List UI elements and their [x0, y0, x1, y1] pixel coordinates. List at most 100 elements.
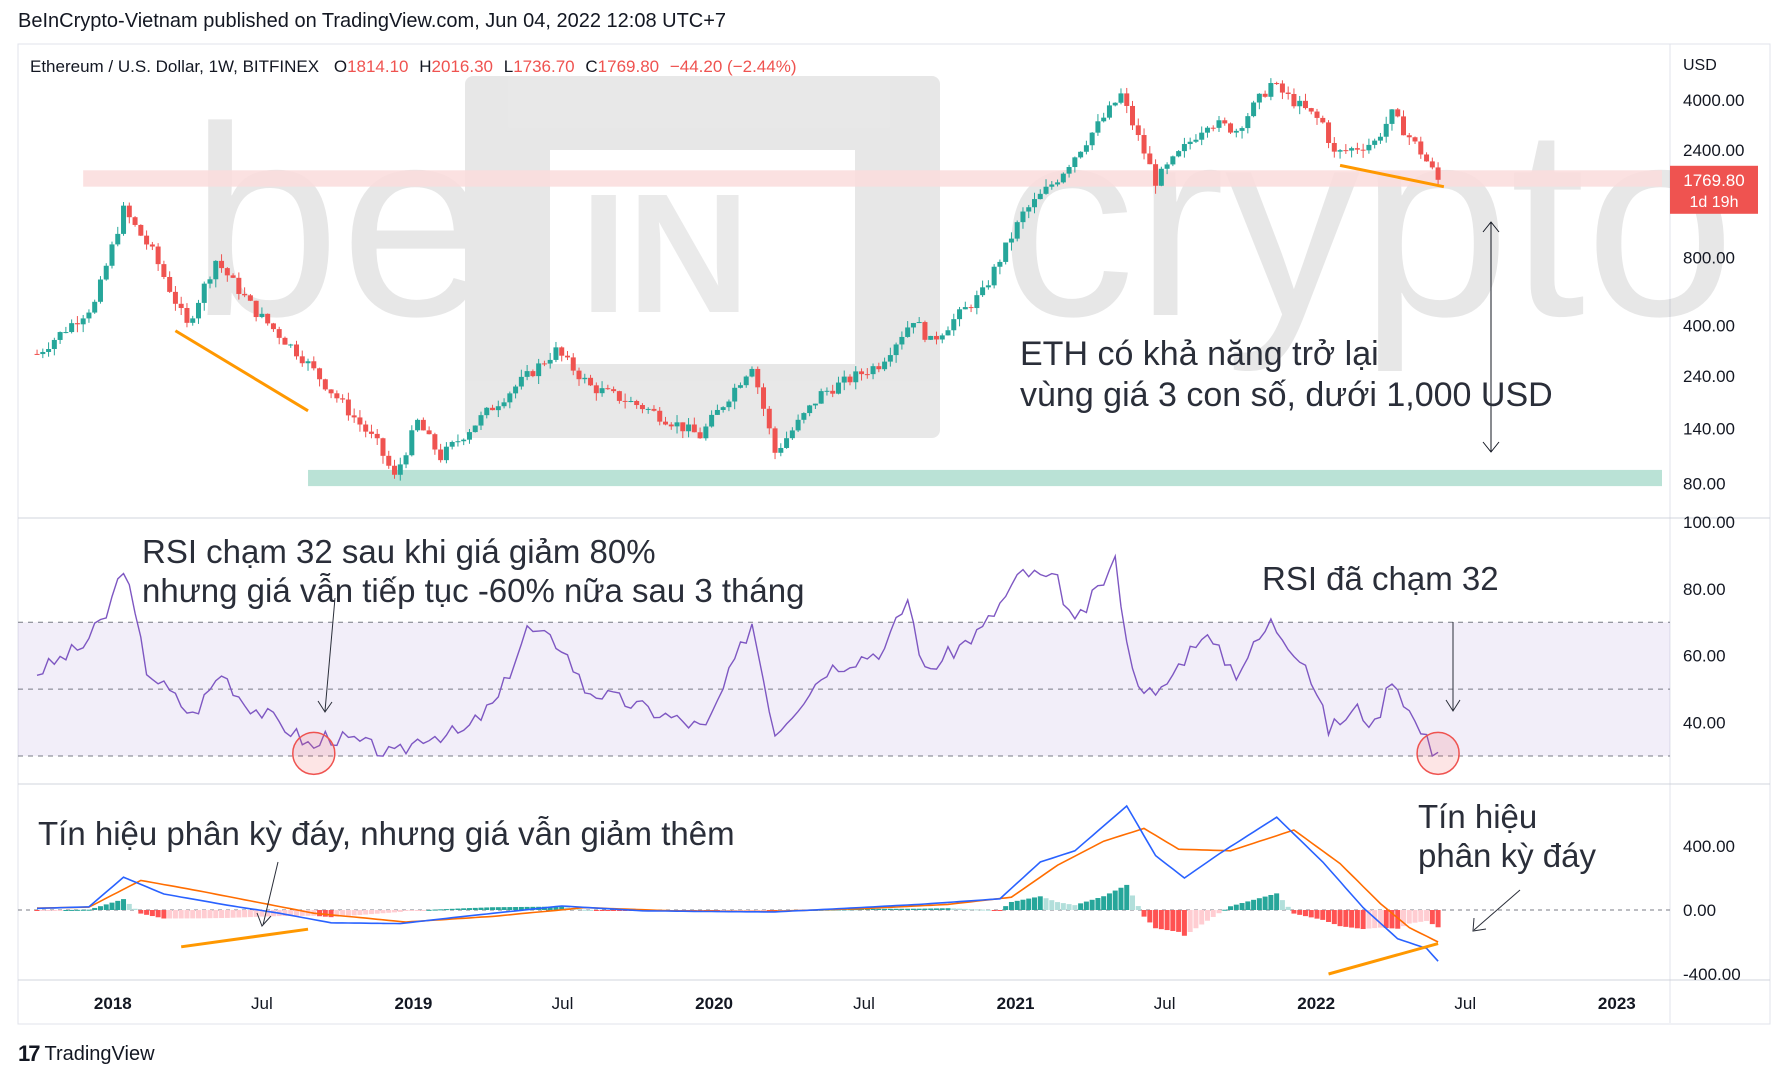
candle-body	[201, 283, 207, 303]
candle-body	[1158, 168, 1164, 186]
candle-body	[945, 330, 951, 336]
candle-body	[899, 336, 905, 345]
candle-body	[622, 400, 628, 402]
candle-body	[864, 374, 870, 376]
macd-bar	[1095, 898, 1101, 910]
macd-bar	[426, 909, 432, 911]
macd-bar	[1366, 910, 1372, 929]
candle-body	[270, 323, 276, 330]
candle-body	[870, 366, 876, 375]
macd-tick-label: 400.00	[1683, 837, 1735, 856]
candle-body	[1147, 153, 1153, 165]
macd-bar	[1204, 910, 1210, 921]
macd-annotation-1-line-1: phân kỳ đáy	[1418, 837, 1596, 874]
rsi-circle-1	[1416, 731, 1460, 776]
candle-body	[132, 217, 138, 225]
macd-bar	[270, 910, 276, 917]
candle-body	[1291, 93, 1297, 107]
candle-body	[801, 413, 807, 420]
open-value: 1814.10	[347, 57, 409, 76]
last-price-value: 1769.80	[1683, 171, 1744, 190]
macd-bar	[968, 909, 974, 911]
macd-bar	[121, 899, 127, 910]
macd-bar	[1274, 893, 1280, 910]
candle-body	[1170, 156, 1176, 165]
candle-body	[761, 387, 767, 409]
macd-bar	[916, 908, 922, 910]
macd-bar	[1349, 910, 1355, 928]
price-candles	[34, 78, 1441, 481]
candle-body	[732, 387, 738, 402]
macd-bar	[1066, 904, 1072, 910]
macd-bar	[1101, 896, 1107, 910]
macd-bar	[1424, 910, 1430, 921]
candle-body	[962, 307, 968, 310]
macd-bar	[1112, 890, 1118, 910]
rsi-circle-0	[292, 731, 336, 776]
candle-body	[167, 276, 173, 292]
candle-body	[478, 415, 484, 426]
macd-bar	[207, 910, 213, 919]
macd-bar	[80, 909, 86, 911]
candle-body	[1222, 120, 1228, 124]
candle-body	[276, 329, 282, 338]
macd-arrow-1	[1473, 889, 1521, 931]
candle-body	[651, 408, 657, 411]
macd-bar	[1164, 910, 1170, 931]
candle-body	[847, 376, 853, 383]
macd-bar	[611, 910, 617, 911]
price-trendline-1	[1339, 163, 1445, 189]
candle-body	[541, 363, 547, 365]
candle-body	[115, 233, 121, 245]
candle-body	[668, 424, 674, 427]
price-tick-label: 4000.00	[1683, 91, 1744, 110]
macd-bar	[392, 910, 398, 913]
candle-body	[957, 309, 963, 320]
macd-bar	[524, 906, 530, 910]
candle-body	[466, 432, 472, 440]
candle-body	[484, 407, 490, 416]
macd-bar	[905, 908, 911, 910]
candle-body	[172, 291, 178, 304]
rsi-arrow-head-1	[1445, 699, 1461, 712]
macd-bar	[161, 910, 167, 919]
candle-body	[455, 441, 461, 443]
candle-body	[1072, 157, 1078, 168]
candle-body	[697, 432, 703, 439]
candle-body	[495, 406, 501, 411]
macd-bar	[167, 910, 173, 919]
candle-body	[1372, 140, 1378, 145]
candle-body	[219, 260, 225, 269]
macd-bar	[109, 902, 115, 910]
macd-bar	[138, 910, 144, 914]
macd-bar	[957, 908, 963, 910]
candle-body	[224, 268, 230, 276]
macd-bar	[1343, 910, 1349, 927]
candle-body	[1429, 161, 1435, 168]
candle-body	[1320, 117, 1326, 123]
watermark-right: crypto	[1000, 72, 1735, 374]
candle-body	[1354, 148, 1360, 150]
macd-bar	[86, 909, 92, 911]
macd-bar	[74, 909, 80, 911]
rsi-tick-label: 80.00	[1683, 580, 1726, 599]
macd-bar	[432, 909, 438, 911]
chart-frame	[17, 43, 1771, 1025]
candle-body	[1066, 167, 1072, 174]
macd-bar	[1176, 910, 1182, 932]
macd-bar	[328, 910, 334, 918]
candle-body	[835, 382, 841, 394]
candle-body	[1049, 184, 1055, 187]
macd-bar	[368, 910, 374, 915]
candle-body	[190, 318, 196, 323]
macd-bar	[501, 907, 507, 910]
macd-bar	[1031, 897, 1037, 910]
candle-body	[34, 353, 40, 355]
macd-bar	[761, 910, 767, 911]
candle-body	[121, 205, 127, 234]
candle-body	[472, 425, 478, 433]
candle-body	[588, 377, 594, 386]
macd-bar	[40, 910, 46, 911]
macd-bar	[34, 910, 40, 911]
macd-annotation-1-line-0: Tín hiệu	[1418, 798, 1537, 835]
